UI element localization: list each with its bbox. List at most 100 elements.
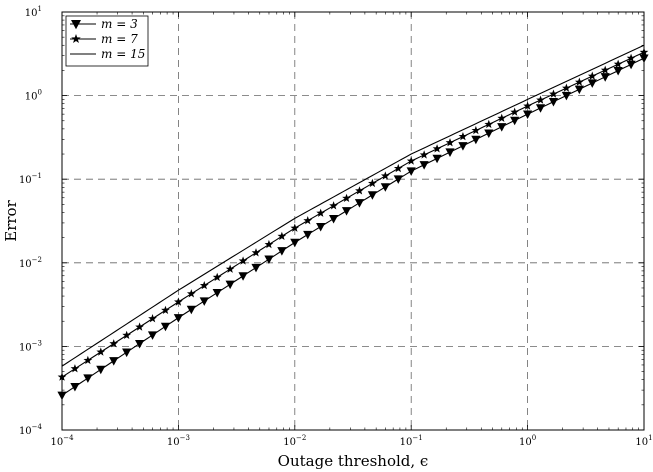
data-point-star [329, 201, 338, 210]
data-point-star [458, 131, 468, 141]
x-tick-label: 101 [635, 434, 652, 448]
series-line [61, 44, 645, 367]
y-tick-label: 10−4 [19, 423, 43, 437]
y-axis-label: Error [2, 199, 20, 241]
data-point-triangle [354, 199, 365, 208]
data-point-star [96, 347, 106, 356]
data-point-triangle [587, 79, 597, 88]
x-tick-label: 10−4 [50, 434, 74, 448]
data-point-triangle [341, 207, 352, 216]
data-point-triangle [393, 175, 403, 184]
data-point-triangle [445, 148, 455, 157]
data-point-triangle [277, 247, 287, 256]
data-point-triangle [380, 183, 390, 192]
data-point-triangle [199, 297, 209, 306]
grid-layer [62, 12, 644, 430]
data-point-star [264, 239, 274, 249]
legend-label: m = 7 [101, 32, 138, 46]
data-point-triangle [510, 116, 520, 126]
y-tick-label: 100 [25, 89, 42, 103]
data-point-triangle [316, 222, 326, 232]
data-point-star [484, 119, 494, 129]
legend-label: m = 15 [101, 47, 145, 61]
x-tick-label: 10−1 [400, 434, 423, 448]
data-point-star [342, 193, 351, 203]
data-point-triangle [212, 288, 222, 298]
data-point-triangle [484, 129, 494, 138]
data-point-triangle [548, 98, 559, 107]
data-point-triangle [264, 255, 274, 265]
data-point-triangle [109, 357, 119, 366]
x-tick-label: 10−2 [283, 434, 306, 448]
data-point-triangle [535, 104, 546, 113]
data-point-triangle [523, 110, 533, 119]
legend-star-marker [71, 34, 81, 44]
data-point-star [471, 125, 481, 135]
data-point-triangle [329, 215, 339, 224]
data-point-triangle [458, 142, 468, 151]
data-point-star [355, 186, 364, 195]
series-1 [57, 54, 649, 401]
data-point-triangle [160, 322, 171, 332]
data-point-star [186, 289, 196, 298]
data-point-star [83, 355, 93, 365]
series-line [61, 51, 645, 378]
data-point-star [122, 330, 132, 340]
data-point-star [613, 59, 623, 68]
data-point-star [406, 156, 416, 165]
data-point-star [600, 65, 610, 74]
legend-label: m = 3 [101, 17, 138, 31]
data-point-triangle [367, 191, 377, 200]
y-tick-label: 10−1 [19, 172, 42, 186]
data-point-star [212, 272, 222, 282]
data-point-triangle [406, 167, 416, 176]
data-point-triangle [613, 66, 623, 76]
data-point-star [238, 256, 248, 265]
data-point-triangle [419, 161, 429, 170]
data-point-star [393, 163, 403, 173]
data-point-star [368, 178, 377, 188]
data-point-star [109, 339, 119, 348]
data-point-star [277, 231, 287, 241]
data-point-star [70, 364, 80, 373]
x-tick-label: 10−3 [167, 434, 190, 448]
data-point-triangle [122, 348, 132, 358]
y-tick-label: 10−3 [19, 339, 42, 353]
data-point-star [419, 150, 429, 159]
data-point-star [523, 101, 532, 110]
y-tick-label: 101 [25, 5, 42, 19]
plot-background [62, 12, 644, 430]
data-point-star [303, 216, 313, 225]
x-tick-label: 100 [519, 434, 536, 448]
data-point-star [135, 322, 144, 331]
data-point-triangle [626, 60, 636, 70]
data-point-star [549, 89, 558, 98]
data-point-star [432, 144, 442, 153]
data-point-star [225, 264, 235, 273]
data-point-triangle [561, 91, 571, 101]
x-axis-label: Outage threshold, ϵ [278, 452, 429, 470]
data-point-triangle [303, 230, 313, 240]
legend-item: m = 15 [70, 47, 145, 61]
legend-triangle-marker [71, 20, 81, 30]
data-point-triangle [225, 280, 235, 290]
data-point-triangle [600, 73, 610, 82]
data-point-star [251, 248, 261, 257]
data-point-triangle [432, 154, 442, 164]
data-point-star [562, 83, 571, 92]
data-point-star [445, 138, 455, 147]
series-layer [57, 44, 649, 401]
data-point-star [161, 305, 170, 315]
data-point-triangle [251, 263, 261, 273]
data-point-triangle [238, 272, 248, 281]
data-point-triangle [471, 135, 481, 145]
data-point-star [587, 71, 597, 80]
legend: m = 3m = 7m = 15 [65, 15, 149, 67]
data-point-triangle [70, 383, 80, 392]
data-point-star [510, 107, 520, 116]
data-point-star [536, 95, 545, 104]
data-point-star [199, 280, 209, 290]
data-point-triangle [574, 85, 584, 95]
legend-item: m = 7 [70, 32, 138, 46]
